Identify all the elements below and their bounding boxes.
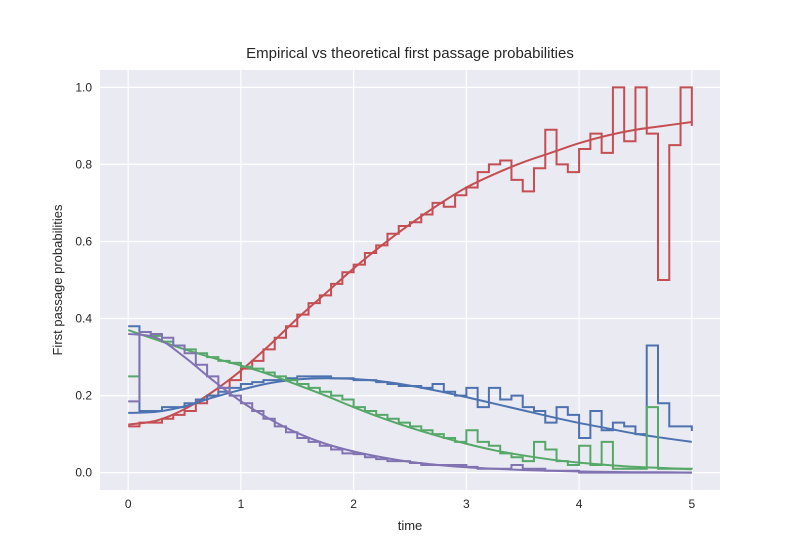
empirical-step-series-0: [128, 86, 693, 428]
theoretical-curve-series-3: [128, 332, 692, 474]
tick-labels: 0 1 2 3 4 5 0.0 0.2 0.4 0.6 0.8 1.0: [75, 80, 695, 511]
x-tick-label: 3: [463, 497, 470, 511]
y-tick-label: 0.0: [75, 466, 92, 480]
y-tick-label: 1.0: [75, 80, 92, 94]
series-group: [127, 86, 693, 474]
y-tick-label: 0.6: [75, 234, 92, 248]
grid: [100, 70, 720, 490]
y-tick-label: 0.4: [75, 312, 92, 326]
y-tick-label: 0.2: [75, 389, 92, 403]
x-tick-label: 5: [688, 497, 695, 511]
x-tick-label: 0: [125, 497, 132, 511]
x-tick-label: 4: [576, 497, 583, 511]
empirical-step-series-2: [128, 331, 693, 470]
chart-title: Empirical vs theoretical first passage p…: [246, 45, 574, 62]
theoretical-curve-series-1: [128, 377, 692, 443]
x-axis-label: time: [398, 518, 423, 533]
theoretical-curve-series-2: [127, 329, 692, 471]
x-tick-label: 1: [238, 497, 245, 511]
y-axis-label: First passage probabilities: [50, 204, 65, 356]
y-tick-label: 0.8: [75, 157, 92, 171]
plot-area: [100, 70, 720, 490]
x-tick-label: 2: [350, 497, 357, 511]
